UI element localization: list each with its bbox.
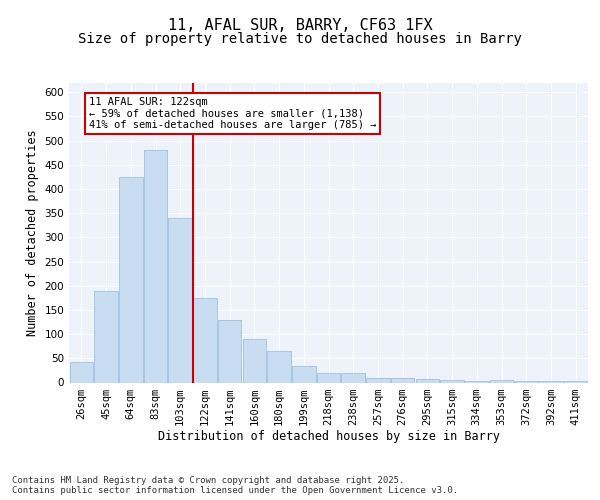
Bar — [193, 298, 217, 382]
Text: Contains HM Land Registry data © Crown copyright and database right 2025.
Contai: Contains HM Land Registry data © Crown c… — [12, 476, 458, 495]
Bar — [292, 366, 316, 382]
Bar — [218, 320, 241, 382]
Bar — [391, 378, 415, 382]
Bar — [169, 218, 192, 382]
Bar — [144, 150, 167, 382]
Bar — [119, 177, 143, 382]
Text: 11, AFAL SUR, BARRY, CF63 1FX: 11, AFAL SUR, BARRY, CF63 1FX — [167, 18, 433, 32]
Bar — [366, 378, 389, 382]
Bar — [242, 339, 266, 382]
Bar — [70, 362, 93, 382]
X-axis label: Distribution of detached houses by size in Barry: Distribution of detached houses by size … — [157, 430, 499, 444]
Bar — [416, 378, 439, 382]
Bar — [490, 380, 513, 382]
Bar — [514, 381, 538, 382]
Bar — [94, 290, 118, 382]
Bar — [539, 381, 563, 382]
Bar — [317, 373, 340, 382]
Text: Size of property relative to detached houses in Barry: Size of property relative to detached ho… — [78, 32, 522, 46]
Bar — [341, 373, 365, 382]
Text: 11 AFAL SUR: 122sqm
← 59% of detached houses are smaller (1,138)
41% of semi-det: 11 AFAL SUR: 122sqm ← 59% of detached ho… — [89, 97, 376, 130]
Bar — [268, 351, 291, 382]
Bar — [440, 380, 464, 382]
Bar — [465, 381, 488, 382]
Y-axis label: Number of detached properties: Number of detached properties — [26, 129, 39, 336]
Bar — [564, 381, 587, 382]
